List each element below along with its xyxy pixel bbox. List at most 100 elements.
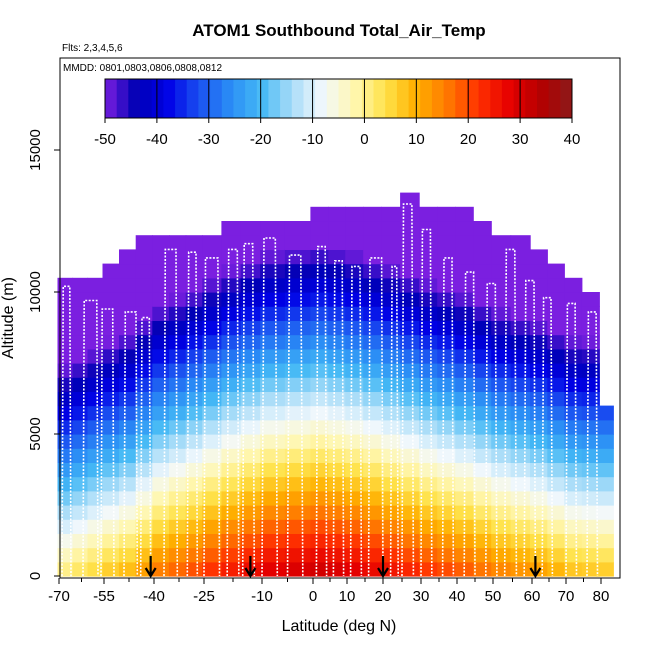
heatmap-cell: [400, 519, 420, 534]
heatmap-cell: [260, 490, 286, 506]
heatmap-cell: [310, 348, 329, 364]
heatmap-cell: [363, 391, 382, 407]
heatmap-cell: [169, 306, 187, 321]
heatmap-cell: [530, 363, 548, 378]
heatmap-cell: [547, 391, 565, 407]
heatmap-cell: [510, 320, 531, 336]
heatmap-cell: [564, 519, 583, 534]
heatmap-cell: [381, 391, 401, 407]
heatmap-cell: [419, 221, 438, 236]
heatmap-cell: [87, 391, 104, 407]
heatmap-cell: [437, 363, 456, 378]
colorbar-cell: [560, 79, 573, 118]
heatmap-cell: [400, 419, 420, 435]
heatmap-cell: [260, 334, 286, 350]
x-tick-label: -10: [251, 588, 273, 605]
heatmap-cell: [284, 476, 311, 492]
heatmap-cell: [102, 320, 120, 336]
heatmap-cell: [185, 547, 203, 563]
heatmap-cell: [328, 533, 346, 549]
heatmap-cell: [152, 462, 170, 478]
heatmap-cell: [381, 334, 401, 350]
heatmap-cell: [345, 377, 364, 392]
heatmap-cell: [455, 221, 474, 236]
heatmap-cell: [119, 419, 137, 435]
heatmap-cell: [169, 405, 187, 421]
heatmap-cell: [510, 448, 531, 463]
heatmap-cell: [240, 348, 261, 364]
heatmap-cell: [400, 235, 420, 250]
heatmap-cell: [581, 292, 600, 307]
heatmap-cell: [202, 391, 222, 407]
heatmap-cell: [491, 334, 512, 350]
heatmap-cell: [102, 505, 120, 520]
heatmap-cell: [510, 249, 531, 265]
heatmap-cell: [119, 462, 137, 478]
heatmap-cell: [363, 490, 382, 506]
heatmap-cell: [152, 405, 170, 421]
heatmap-cell: [437, 334, 456, 350]
heatmap-cell: [581, 334, 600, 350]
flight-profile-line: [286, 254, 304, 577]
heatmap-cell: [284, 391, 311, 407]
heatmap-cell: [437, 476, 456, 492]
heatmap-cell: [363, 533, 382, 549]
heatmap-cell: [564, 377, 583, 392]
x-tick-label: 10: [339, 588, 356, 605]
heatmap-cell: [284, 505, 311, 520]
colorbar-cell: [303, 79, 316, 118]
heatmap-cell: [437, 547, 456, 563]
heatmap-cell: [202, 292, 222, 307]
heatmap-cell: [345, 221, 364, 236]
heatmap-cell: [57, 348, 74, 364]
heatmap-cell: [419, 363, 438, 378]
heatmap-cell: [87, 448, 104, 463]
heatmap-cell: [419, 320, 438, 336]
heatmap-cell: [491, 561, 512, 577]
heatmap-cell: [381, 292, 401, 307]
heatmap-cell: [135, 235, 153, 250]
heatmap-cell: [72, 391, 89, 407]
colorbar-cell: [221, 79, 234, 118]
flight-profile-line: [332, 260, 345, 577]
heatmap-cell: [437, 206, 456, 222]
flight-profile-line: [123, 311, 139, 577]
flight-profile-line: [401, 203, 415, 577]
heatmap-cell: [530, 448, 548, 463]
colorbar-cell: [245, 79, 258, 118]
heatmap-cell: [328, 405, 346, 421]
heatmap-cell: [400, 348, 420, 364]
heatmap-cell: [595, 419, 614, 435]
heatmap-cell: [400, 192, 420, 208]
heatmap-cell: [72, 306, 89, 321]
heatmap-cell: [284, 405, 311, 421]
heatmap-cell: [547, 547, 565, 563]
heatmap-cell: [491, 391, 512, 407]
heatmap-cell: [240, 547, 261, 563]
heatmap-cell: [530, 533, 548, 549]
heatmap-cell: [72, 561, 89, 577]
heatmap-cell: [202, 490, 222, 506]
heatmap-cell: [547, 263, 565, 279]
colorbar-cell: [198, 79, 211, 118]
heatmap-cell: [564, 505, 583, 520]
heatmap-cell: [310, 277, 329, 293]
x-tick-label: -40: [143, 588, 165, 605]
heatmap-cell: [310, 292, 329, 307]
heatmap-cell: [260, 448, 286, 463]
heatmap-cell: [221, 547, 242, 563]
heatmap-cell: [455, 334, 474, 350]
heatmap-cell: [595, 476, 614, 492]
heatmap-cell: [381, 363, 401, 378]
heatmap-cell: [310, 221, 329, 236]
heatmap-cell: [345, 292, 364, 307]
heatmap-cell: [240, 292, 261, 307]
heatmap-cell: [455, 561, 474, 577]
heatmap-cell: [419, 505, 438, 520]
heatmap-cell: [221, 348, 242, 364]
heatmap-cell: [345, 519, 364, 534]
heatmap-cell: [310, 405, 329, 421]
heatmap-cell: [437, 320, 456, 336]
flight-profile-line: [541, 296, 554, 577]
heatmap-cell: [221, 476, 242, 492]
